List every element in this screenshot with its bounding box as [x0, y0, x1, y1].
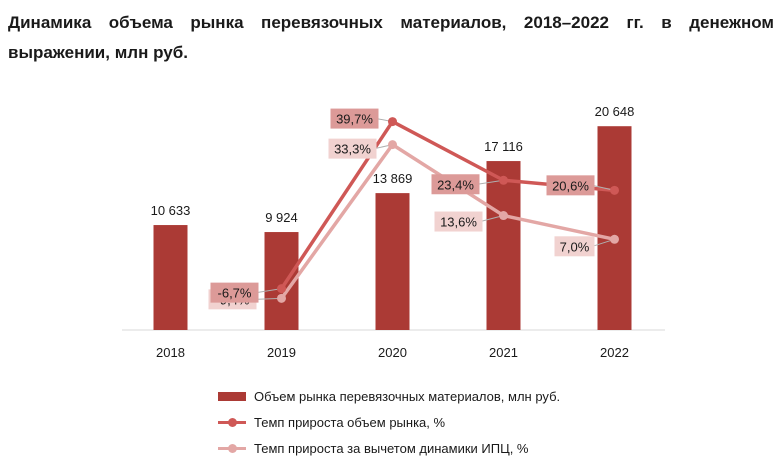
chart-area: 10 633 2018 9 924 2019 13 869 2020 17 116 2021 2…	[122, 104, 665, 360]
legend-item-market-growth: Темп прироста объем рынка, %	[218, 409, 560, 435]
chart-title: Динамика объема рынка перевязочных матер…	[8, 13, 774, 62]
bar-value-label-2020: 13 869	[373, 171, 413, 186]
data-label-box-market-growth-2021	[431, 174, 480, 195]
point-cpi-growth-2019	[277, 293, 286, 303]
x-tick-label-2022: 2022	[600, 345, 629, 360]
point-market-growth-2021	[499, 175, 508, 185]
point-market-growth-2022	[610, 185, 619, 195]
point-market-growth-2020	[388, 117, 397, 127]
data-label-cpi-growth-2021: 13,6%	[440, 215, 477, 230]
x-tick-label-2020: 2020	[378, 345, 407, 360]
legend-item-bars: Объем рынка перевязочных материалов, млн…	[218, 383, 560, 409]
legend-label-market-growth: Темп прироста объем рынка, %	[254, 414, 446, 430]
x-tick-label-2018: 2018	[156, 345, 185, 360]
legend-label-bars: Объем рынка перевязочных материалов, млн…	[254, 388, 561, 404]
leader-cpi-growth-2019	[254, 297, 282, 300]
data-label-box-cpi-growth-2021	[434, 211, 483, 232]
bar-value-label-2018: 10 633	[151, 203, 191, 218]
data-label-box-market-growth-2019	[210, 282, 259, 303]
legend: Объем рынка перевязочных материалов, млн…	[218, 383, 560, 461]
bar-2022	[597, 126, 632, 330]
data-label-cpi-growth-2022: 7,0%	[560, 239, 590, 254]
data-label-market-growth-2021: 23,4%	[437, 177, 474, 192]
legend-swatch-bars	[218, 391, 246, 401]
data-label-market-growth-2019: -6,7%	[218, 286, 252, 301]
data-label-market-growth-2020: 39,7%	[336, 112, 373, 127]
x-tick-label-2021: 2021	[489, 345, 518, 360]
bar-2021	[486, 161, 521, 330]
point-cpi-growth-2021	[499, 211, 508, 221]
bar-value-label-2022: 20 648	[595, 104, 635, 119]
bar-2018	[153, 225, 188, 330]
data-label-cpi-growth-2020: 33,3%	[334, 142, 371, 157]
data-label-box-cpi-growth-2020	[328, 138, 377, 159]
bar-value-label-2021: 17 116	[484, 139, 523, 154]
point-cpi-growth-2022	[610, 234, 619, 244]
point-market-growth-2019	[277, 284, 286, 294]
legend-label-cpi-growth: Темп прироста за вычетом динамики ИПЦ, %	[254, 440, 529, 456]
legend-swatch-cpi-growth	[218, 442, 246, 454]
x-tick-label-2019: 2019	[267, 345, 296, 360]
legend-item-cpi-growth: Темп прироста за вычетом динамики ИПЦ, %	[218, 435, 560, 461]
point-cpi-growth-2020	[388, 140, 397, 150]
bar-value-label-2019: 9 924	[265, 210, 298, 225]
data-label-box-market-growth-2020	[330, 108, 379, 129]
data-label-market-growth-2022: 20,6%	[552, 178, 589, 193]
bar-2020	[375, 193, 410, 330]
legend-swatch-market-growth	[218, 416, 246, 428]
data-label-box-cpi-growth-2022	[554, 236, 595, 257]
data-label-box-market-growth-2022	[546, 175, 595, 196]
